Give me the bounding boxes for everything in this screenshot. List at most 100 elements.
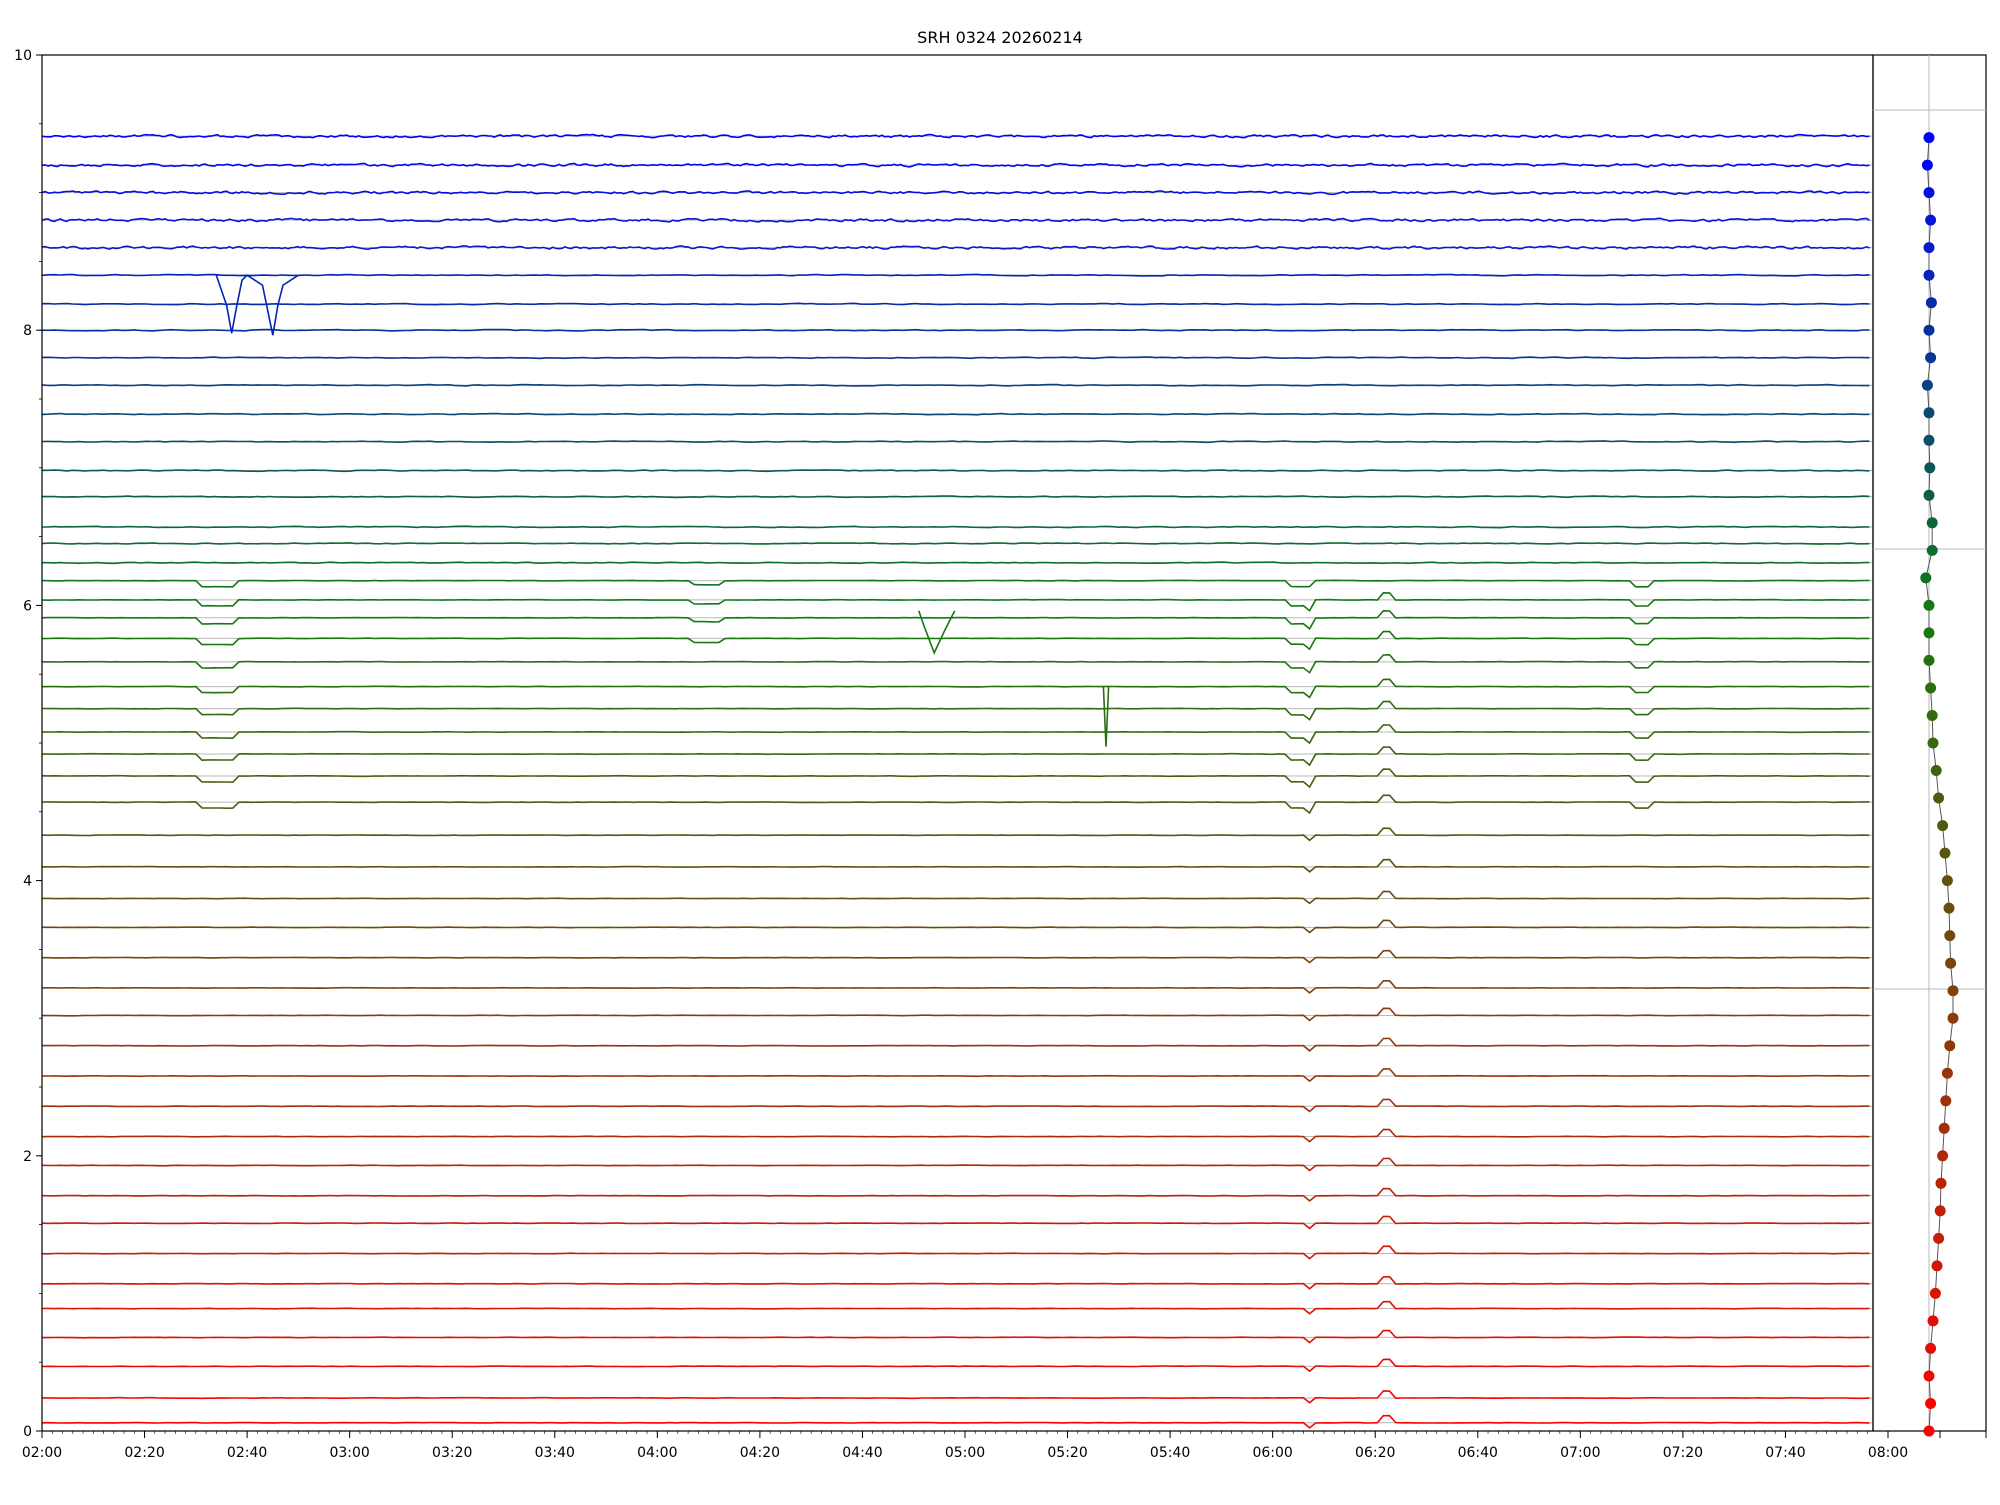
trace-line <box>41 746 1870 767</box>
x-tick-label: 03:20 <box>432 1445 472 1461</box>
trace-line <box>41 133 1870 139</box>
side-data-point <box>1923 132 1935 144</box>
trace-line <box>41 1128 1870 1143</box>
x-tick-label: 02:00 <box>22 1445 62 1461</box>
side-data-point <box>1937 1150 1949 1162</box>
trace-line <box>41 1300 1870 1315</box>
y-axis: 0 2 4 6 8 10 <box>14 48 42 1440</box>
trace-line <box>42 919 1870 934</box>
trace-line <box>41 383 1870 387</box>
trace-line <box>41 440 1870 444</box>
trace-line <box>42 1329 1870 1344</box>
trace-line <box>41 1157 1870 1172</box>
side-data-point <box>1925 682 1937 694</box>
trace-line <box>41 1007 1870 1022</box>
x-tick-label: 06:00 <box>1252 1445 1292 1461</box>
side-data-point <box>1925 214 1937 226</box>
side-data-point <box>1944 1040 1956 1052</box>
trace-line <box>42 1037 1870 1052</box>
x-tick-label: 07:00 <box>1560 1445 1600 1461</box>
trace-line <box>41 630 1870 651</box>
trace-line <box>41 541 1870 545</box>
x-tick-label: 06:20 <box>1355 1445 1395 1461</box>
side-data-point <box>1930 765 1942 776</box>
side-data-point <box>1934 1205 1946 1217</box>
side-data-point <box>1947 1012 1959 1024</box>
trace-lines <box>41 133 1870 1429</box>
x-tick-label: 05:00 <box>945 1445 985 1461</box>
x-tick-label: 02:20 <box>124 1445 164 1461</box>
trace-line <box>41 217 1870 223</box>
side-data-point <box>1923 489 1935 501</box>
x-tick-label: 07:20 <box>1663 1445 1703 1461</box>
trace-line <box>41 1098 1870 1113</box>
trace-line <box>41 412 1870 416</box>
trace-line <box>41 980 1870 994</box>
side-data-point <box>1923 324 1935 336</box>
side-data-point <box>1923 627 1935 639</box>
trace-line <box>41 794 1870 815</box>
trace-spike <box>1102 686 1110 747</box>
side-data-point <box>1923 599 1935 611</box>
trace-line <box>41 1358 1870 1373</box>
x-tick-label: 05:20 <box>1047 1445 1087 1461</box>
x-tick-label: 04:40 <box>842 1445 882 1461</box>
side-data-point <box>1940 1095 1952 1107</box>
trace-line <box>41 1275 1870 1290</box>
trace-line <box>41 700 1870 721</box>
trace-line <box>41 356 1870 360</box>
side-data-point <box>1943 902 1955 914</box>
side-data-point <box>1945 957 1957 969</box>
trace-line <box>41 273 1870 277</box>
side-data-point <box>1933 1232 1945 1244</box>
y-tick-label: 8 <box>23 323 32 339</box>
side-data-point <box>1929 1287 1941 1299</box>
side-panel: 08:00 <box>1868 54 1987 1461</box>
side-data-point <box>1944 930 1956 942</box>
x-tick-label: 04:00 <box>637 1445 677 1461</box>
x-tick-label: 06:40 <box>1458 1445 1498 1461</box>
side-data-point <box>1938 1122 1950 1134</box>
side-data-point <box>1927 737 1939 749</box>
trace-line <box>42 949 1870 964</box>
side-data-point <box>1921 379 1933 391</box>
side-data-point <box>1921 159 1933 171</box>
chart-title: SRH 0324 20260214 <box>917 28 1083 47</box>
side-x-tick-label: 08:00 <box>1868 1445 1908 1461</box>
trace-line <box>41 302 1870 306</box>
trace-line <box>41 1245 1870 1260</box>
y-tick-label: 6 <box>23 598 32 614</box>
trace-dip <box>215 274 299 336</box>
side-data-point <box>1923 1370 1935 1382</box>
side-data-point <box>1941 1067 1953 1079</box>
side-data-point <box>1925 1398 1937 1409</box>
trace-line <box>42 525 1870 529</box>
trace-line <box>41 190 1870 196</box>
side-data-point <box>1923 434 1935 446</box>
side-data-point <box>1920 572 1932 584</box>
side-panel-points <box>1920 132 1959 1437</box>
trace-line <box>42 858 1870 873</box>
side-data-point <box>1923 407 1935 419</box>
x-tick-label: 05:40 <box>1150 1445 1190 1461</box>
trace-line <box>41 609 1870 631</box>
trace-line <box>41 1068 1870 1083</box>
trace-line <box>41 579 1870 588</box>
main-plot-frame <box>41 54 1874 1432</box>
trace-line <box>41 653 1870 674</box>
trace-line <box>41 1187 1870 1202</box>
y-tick-label: 4 <box>23 874 32 890</box>
trace-line <box>41 591 1870 612</box>
side-data-point <box>1927 1315 1939 1327</box>
trace-line <box>42 495 1870 499</box>
side-data-point <box>1923 187 1935 199</box>
side-data-point <box>1933 792 1945 804</box>
side-data-point <box>1935 1177 1947 1189</box>
side-data-point <box>1925 352 1937 364</box>
side-data-point <box>1925 297 1937 309</box>
y-tick-label: 0 <box>23 1424 32 1440</box>
trace-line <box>41 827 1870 842</box>
side-data-point <box>1926 544 1938 556</box>
